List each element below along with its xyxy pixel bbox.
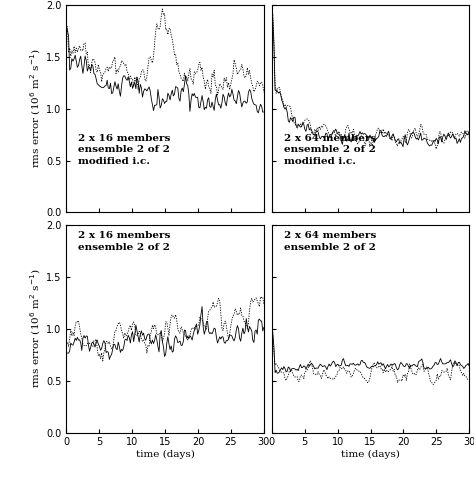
X-axis label: time (days): time (days) — [136, 450, 194, 459]
Text: 2 x 16 members
ensemble 2 of 2
modified i.c.: 2 x 16 members ensemble 2 of 2 modified … — [78, 134, 171, 166]
Text: 2 x 64 members
ensemble 2 of 2
modified i.c.: 2 x 64 members ensemble 2 of 2 modified … — [283, 134, 376, 166]
Y-axis label: rms error (10$^6$ m$^2$ s$^{-1}$): rms error (10$^6$ m$^2$ s$^{-1}$) — [28, 269, 43, 388]
Y-axis label: rms error (10$^6$ m$^2$ s$^{-1}$): rms error (10$^6$ m$^2$ s$^{-1}$) — [28, 49, 43, 169]
Text: 2 x 16 members
ensemble 2 of 2: 2 x 16 members ensemble 2 of 2 — [78, 231, 171, 252]
X-axis label: time (days): time (days) — [341, 450, 400, 459]
Text: 2 x 64 members
ensemble 2 of 2: 2 x 64 members ensemble 2 of 2 — [283, 231, 376, 252]
